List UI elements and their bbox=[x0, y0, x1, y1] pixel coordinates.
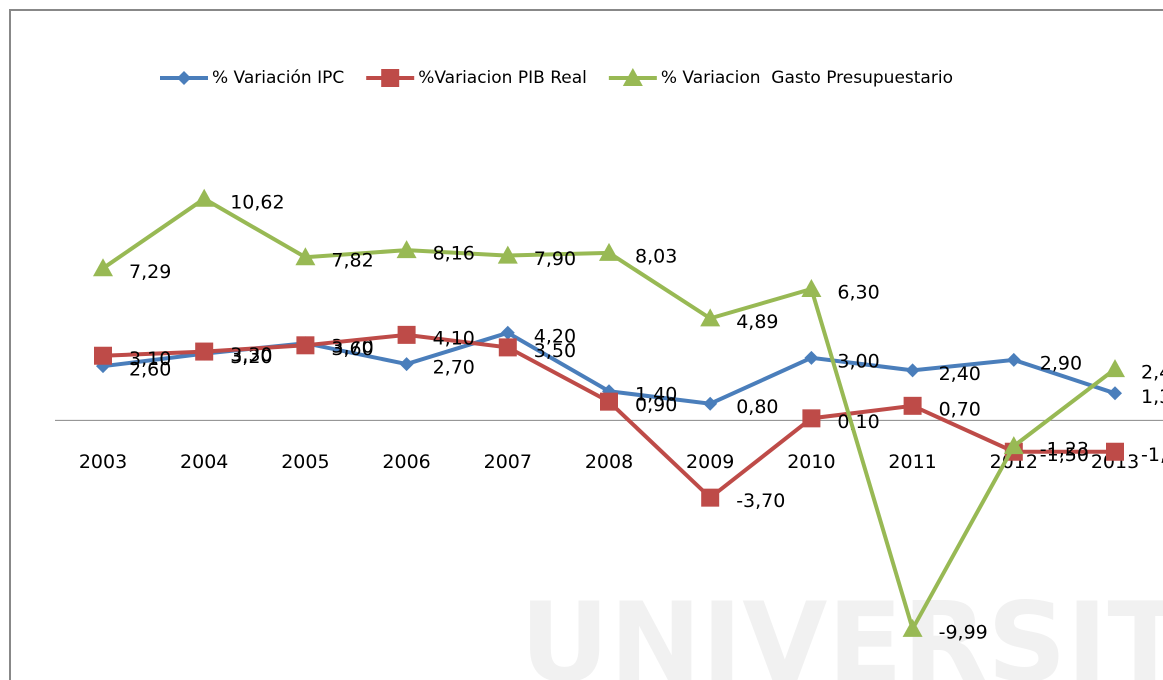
data-label: 7,29 bbox=[129, 261, 171, 283]
data-label: -3,70 bbox=[736, 490, 785, 512]
marker bbox=[1106, 442, 1124, 461]
data-label: -9,99 bbox=[939, 621, 988, 643]
watermark: UNIVERSITAS bbox=[520, 578, 1163, 680]
marker bbox=[700, 308, 721, 327]
marker bbox=[1006, 352, 1021, 367]
marker bbox=[500, 325, 515, 340]
data-label: 1,30 bbox=[1141, 386, 1163, 408]
data-label: 4,10 bbox=[433, 327, 475, 349]
marker bbox=[296, 336, 315, 355]
marker bbox=[801, 278, 822, 297]
data-label: 3,20 bbox=[230, 346, 272, 368]
x-tick-label: 2005 bbox=[281, 451, 329, 473]
marker bbox=[195, 342, 214, 361]
marker bbox=[497, 245, 518, 264]
x-tick-label: 2007 bbox=[484, 451, 532, 473]
x-tick-label: 2004 bbox=[180, 451, 228, 473]
marker bbox=[399, 357, 414, 372]
data-label: 10,62 bbox=[230, 191, 284, 213]
data-label: 2,60 bbox=[129, 359, 171, 381]
marker bbox=[600, 392, 618, 411]
legend-marker bbox=[381, 69, 400, 87]
x-tick-label: 2008 bbox=[585, 451, 633, 473]
data-label: 3,50 bbox=[534, 340, 576, 362]
marker bbox=[396, 240, 417, 259]
marker bbox=[93, 258, 113, 277]
x-tick-label: 2006 bbox=[382, 451, 430, 473]
chart-frame bbox=[9, 9, 1163, 680]
data-label: -1,23 bbox=[1040, 439, 1089, 461]
data-label: 1,40 bbox=[635, 384, 677, 406]
x-tick-label: 2003 bbox=[79, 451, 127, 473]
marker bbox=[902, 618, 923, 637]
data-label: 3,10 bbox=[129, 348, 171, 370]
marker bbox=[804, 350, 819, 365]
marker bbox=[701, 488, 720, 507]
data-label: 3,60 bbox=[331, 338, 373, 360]
data-label: -1,50 bbox=[1040, 444, 1089, 466]
data-label: 3,30 bbox=[230, 344, 272, 366]
marker bbox=[903, 396, 922, 415]
data-label: 0,70 bbox=[939, 398, 981, 420]
data-label: 0,80 bbox=[736, 396, 778, 418]
legend-label: %Variacion PIB Real bbox=[418, 68, 587, 88]
legend-marker bbox=[622, 68, 643, 86]
marker bbox=[498, 338, 517, 357]
marker bbox=[397, 325, 416, 344]
data-label: 2,70 bbox=[433, 357, 475, 379]
data-label: -1,50 bbox=[1141, 444, 1163, 466]
data-label: 2,46 bbox=[1141, 362, 1163, 384]
data-label: 7,82 bbox=[331, 250, 373, 272]
marker bbox=[905, 363, 920, 378]
marker bbox=[295, 247, 316, 266]
marker bbox=[703, 396, 718, 411]
marker bbox=[1108, 386, 1122, 401]
data-label: 0,10 bbox=[837, 411, 879, 433]
data-label: 2,90 bbox=[1040, 352, 1082, 374]
x-tick-label: 2009 bbox=[686, 451, 734, 473]
data-label: 8,16 bbox=[433, 243, 475, 265]
data-label: 4,89 bbox=[736, 311, 778, 333]
marker bbox=[599, 242, 619, 261]
data-label: 6,30 bbox=[837, 281, 879, 303]
data-label: 2,40 bbox=[939, 363, 981, 385]
data-label: 4,20 bbox=[534, 325, 576, 347]
marker bbox=[1003, 436, 1024, 455]
data-label: 3,00 bbox=[837, 350, 879, 372]
data-label: 0,90 bbox=[635, 394, 677, 416]
legend-label: % Variacion Gasto Presupuestario bbox=[661, 68, 953, 88]
marker bbox=[802, 409, 821, 428]
data-label: 7,90 bbox=[534, 248, 576, 270]
marker bbox=[1105, 359, 1125, 378]
x-tick-label: 2013 bbox=[1091, 451, 1139, 473]
marker bbox=[194, 188, 215, 207]
x-tick-label: 2010 bbox=[787, 451, 835, 473]
legend-label: % Variación IPC bbox=[212, 68, 344, 88]
data-label: 8,03 bbox=[635, 245, 677, 267]
x-tick-label: 2011 bbox=[888, 451, 936, 473]
marker bbox=[94, 346, 112, 365]
legend-marker bbox=[177, 71, 191, 85]
